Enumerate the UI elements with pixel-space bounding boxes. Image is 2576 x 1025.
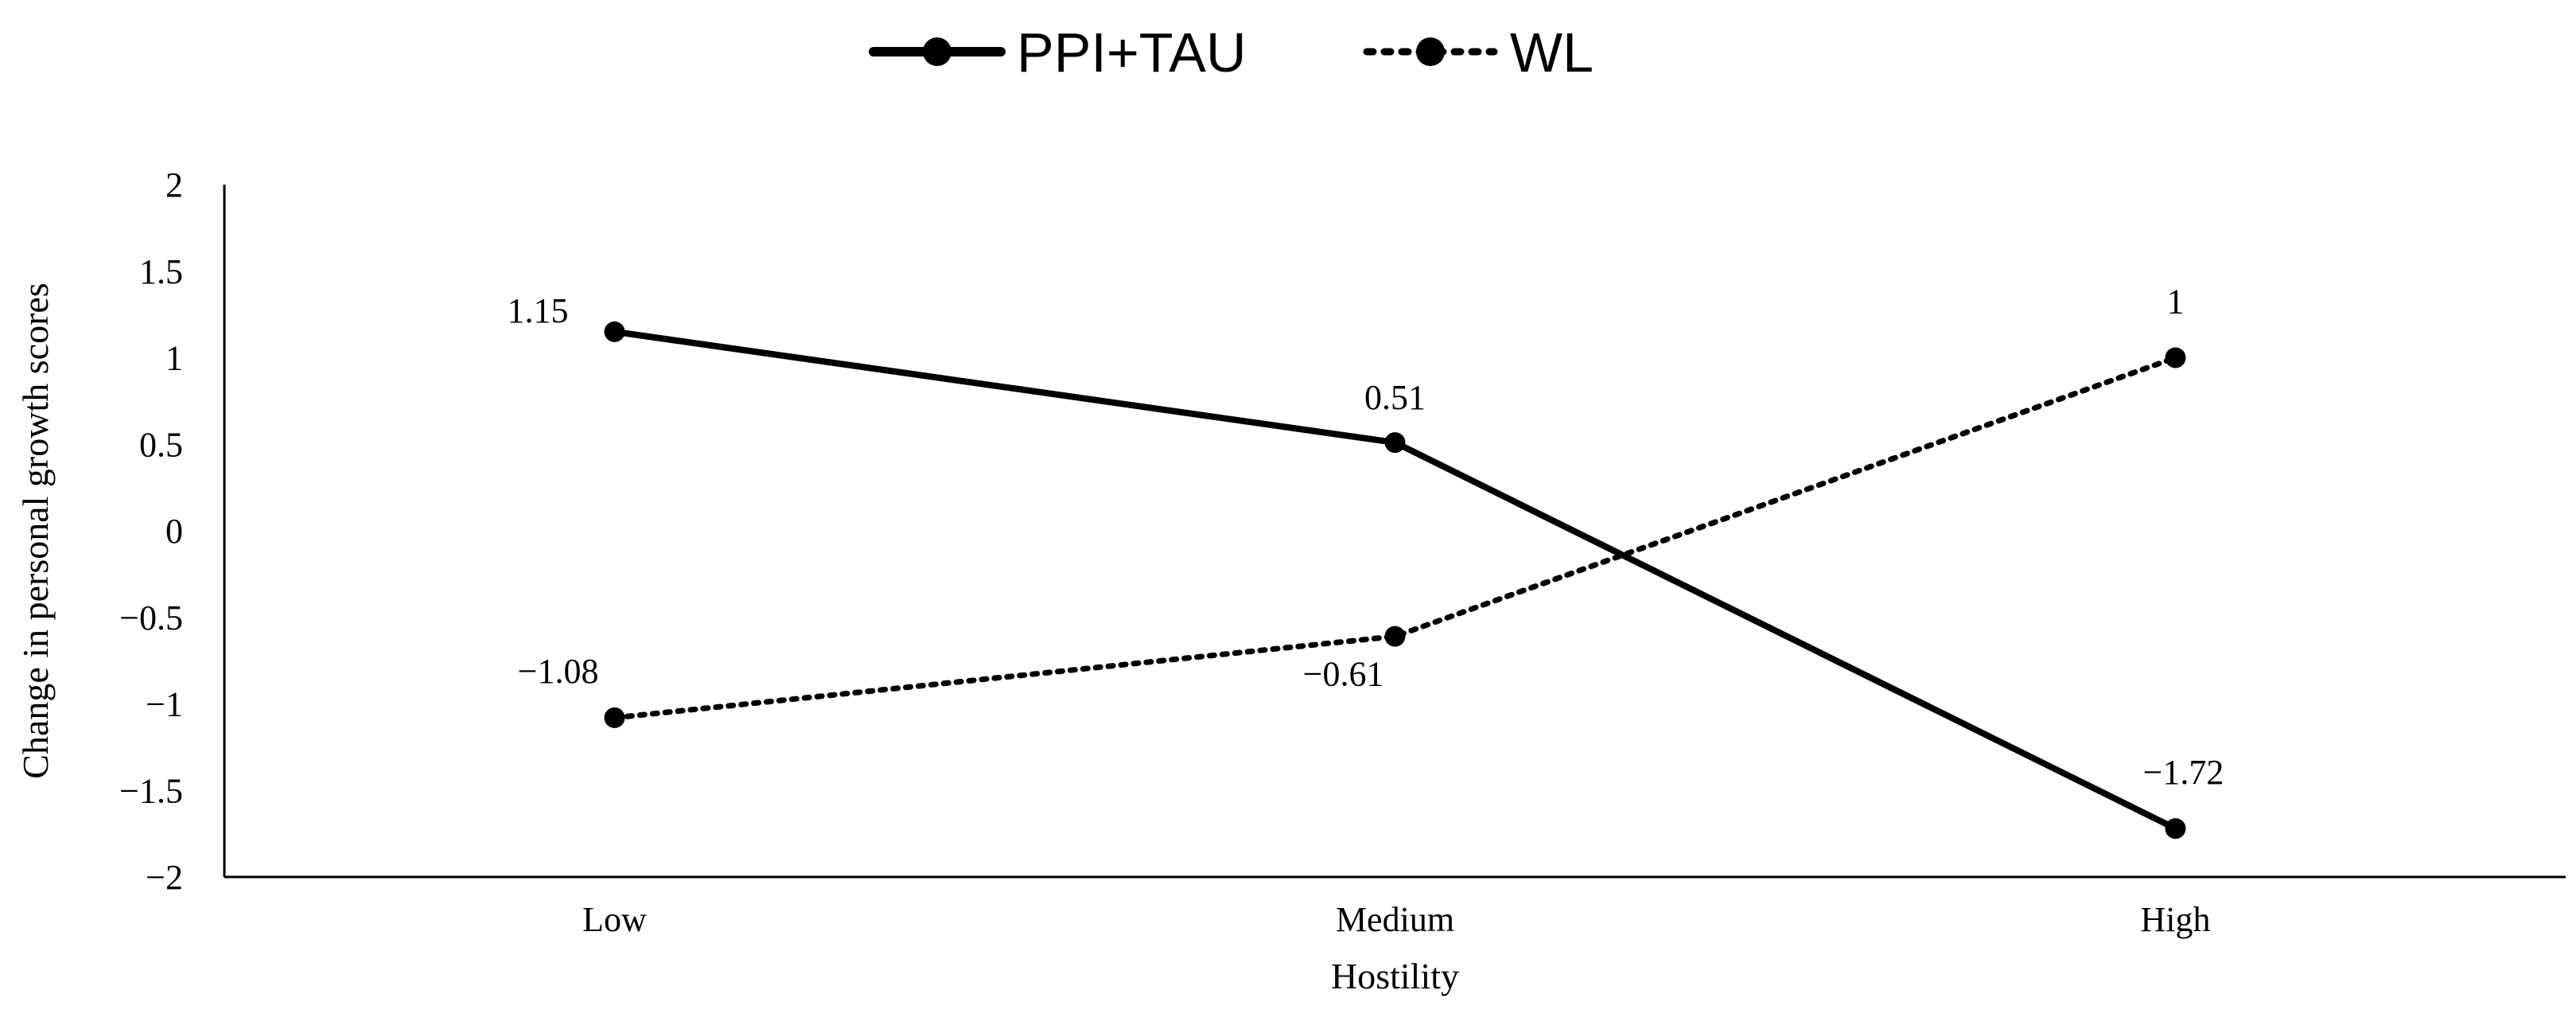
y-tick-labels: −2 −1.5 −1 −0.5 0 0.5 1 1.5 2 xyxy=(119,166,183,897)
x-tick-label: Medium xyxy=(1336,900,1454,939)
y-tick-label: 1.5 xyxy=(139,252,183,291)
y-tick-label: −2 xyxy=(146,858,183,897)
data-label: 1 xyxy=(2167,283,2185,322)
data-label: −1.72 xyxy=(2143,753,2224,792)
x-tick-labels: Low Medium High xyxy=(582,900,2210,939)
legend-marker-0 xyxy=(923,37,951,66)
legend: PPI+TAU WL xyxy=(869,21,1593,84)
y-tick-label: −1 xyxy=(146,685,183,724)
data-label: 1.15 xyxy=(508,291,569,330)
series-1-point xyxy=(604,707,625,728)
y-tick-label: −1.5 xyxy=(119,771,183,810)
data-label: 0.51 xyxy=(1364,378,1426,417)
y-tick-label: 2 xyxy=(165,166,183,205)
legend-marker-1 xyxy=(1416,37,1445,66)
series-layer xyxy=(604,321,2186,840)
data-labels: 1.15 0.51 −1.72 −1.08 −0.61 1 xyxy=(508,283,2224,793)
y-tick-label: 0 xyxy=(165,512,183,551)
data-label: −1.08 xyxy=(518,652,599,691)
data-label: −0.61 xyxy=(1303,655,1384,694)
y-tick-label: 0.5 xyxy=(139,425,183,464)
legend-label-1: WL xyxy=(1510,21,1593,84)
x-axis-title: Hostility xyxy=(1331,956,1459,996)
series-0-point xyxy=(1384,432,1406,454)
series-1-point xyxy=(2165,347,2186,368)
series-0-point xyxy=(604,321,625,342)
series-0-point xyxy=(2165,818,2186,840)
series-1-point xyxy=(1384,626,1406,647)
y-tick-label: 1 xyxy=(165,339,183,378)
x-tick-label: High xyxy=(2141,900,2211,939)
legend-label-0: PPI+TAU xyxy=(1017,21,1247,84)
series-line-1 xyxy=(612,355,2178,721)
x-tick-label: Low xyxy=(582,900,647,939)
y-tick-label: −0.5 xyxy=(119,598,183,637)
y-axis-title: Change in personal growth scores xyxy=(15,283,56,778)
